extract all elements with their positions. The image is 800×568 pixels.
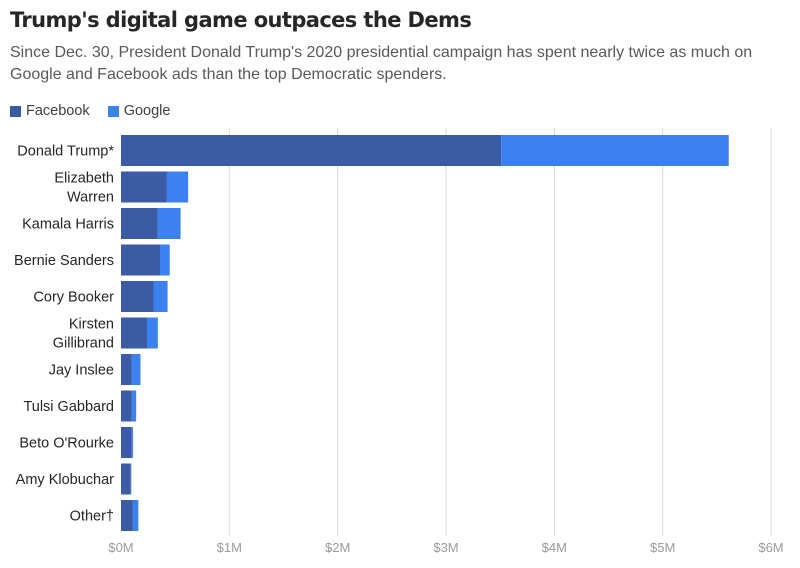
bar-facebook xyxy=(121,208,158,239)
bar-google xyxy=(166,171,189,203)
legend-label-facebook: Facebook xyxy=(26,103,90,119)
chart-subtitle: Since Dec. 30, President Donald Trump's … xyxy=(10,44,753,83)
bar-facebook xyxy=(121,427,132,458)
category-label: Kamala Harris xyxy=(22,217,114,233)
bar-facebook xyxy=(121,171,167,203)
category-label: Tulsi Gabbard xyxy=(23,399,114,415)
chart-title: Trump's digital game outpaces the Dems xyxy=(10,8,472,32)
bar-facebook xyxy=(121,281,154,312)
bar-google xyxy=(153,281,168,312)
bar-google xyxy=(132,500,139,531)
x-tick-label: $2M xyxy=(325,540,350,555)
category-label: Other† xyxy=(70,509,114,525)
category-label: Elizabeth Warren xyxy=(54,171,114,206)
bar-google xyxy=(131,354,141,385)
category-label: Donald Trump* xyxy=(17,144,114,160)
bar-google xyxy=(130,463,132,495)
legend-item-facebook: Facebook xyxy=(10,103,90,119)
bar-facebook xyxy=(121,135,502,166)
category-label: Cory Booker xyxy=(33,290,114,306)
category-label: Beto O'Rourke xyxy=(19,436,114,452)
bar-google xyxy=(501,135,729,166)
bar-google xyxy=(157,208,181,239)
bar-google xyxy=(147,317,158,349)
bar-facebook xyxy=(121,390,132,422)
bar-google xyxy=(160,244,170,276)
x-tick-label: $5M xyxy=(650,540,675,555)
legend: Facebook Google xyxy=(10,103,188,119)
category-label: Jay Inslee xyxy=(49,363,114,379)
x-tick-label: $0M xyxy=(108,540,133,555)
bar-facebook xyxy=(121,317,147,349)
x-tick-label: $6M xyxy=(758,540,783,555)
bar-google xyxy=(131,427,133,458)
x-tick-label: $4M xyxy=(542,540,567,555)
bar-google xyxy=(131,390,137,422)
gridlines xyxy=(228,128,772,536)
category-label: Amy Klobuchar xyxy=(16,472,114,488)
x-tick-label: $3M xyxy=(433,540,458,555)
category-label: Bernie Sanders xyxy=(14,253,114,269)
bar-facebook xyxy=(121,500,133,531)
x-tick-labels: $0M $1M $2M $3M $4M $5M $6M xyxy=(108,540,783,555)
legend-swatch-google xyxy=(107,105,119,117)
bars xyxy=(121,135,729,531)
legend-item-google: Google xyxy=(107,103,171,119)
category-labels: Donald Trump* Elizabeth Warren Kamala Harri… xyxy=(14,144,114,525)
legend-label-google: Google xyxy=(123,103,171,119)
bar-facebook xyxy=(121,354,132,385)
category-label: Kirsten Gillibrand xyxy=(53,317,114,352)
x-tick-label: $1M xyxy=(217,540,242,555)
legend-swatch-facebook xyxy=(10,105,21,117)
bar-facebook xyxy=(121,244,160,276)
bar-facebook xyxy=(121,463,131,495)
